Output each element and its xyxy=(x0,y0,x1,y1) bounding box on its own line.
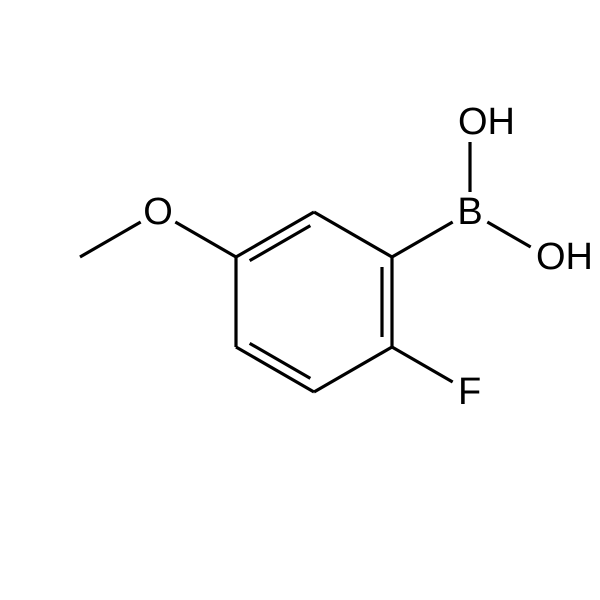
bond-single xyxy=(487,222,530,247)
atom-label-F: F xyxy=(458,371,481,413)
bond-single xyxy=(80,222,141,257)
atom-label-B: B xyxy=(457,191,482,233)
atom-label-OH_right: OH xyxy=(536,236,593,278)
bond-single xyxy=(314,212,392,257)
bond-single xyxy=(392,347,453,382)
bond-single xyxy=(392,222,453,257)
atom-label-OH_up: OH xyxy=(458,101,515,143)
bond-single xyxy=(314,347,392,392)
bond-single xyxy=(175,222,236,257)
molecule-diagram: O F B OH OH xyxy=(0,0,600,600)
bond-double-outer xyxy=(236,212,314,257)
atom-label-O_methoxy: O xyxy=(143,191,173,233)
bond-double-outer xyxy=(236,347,314,392)
